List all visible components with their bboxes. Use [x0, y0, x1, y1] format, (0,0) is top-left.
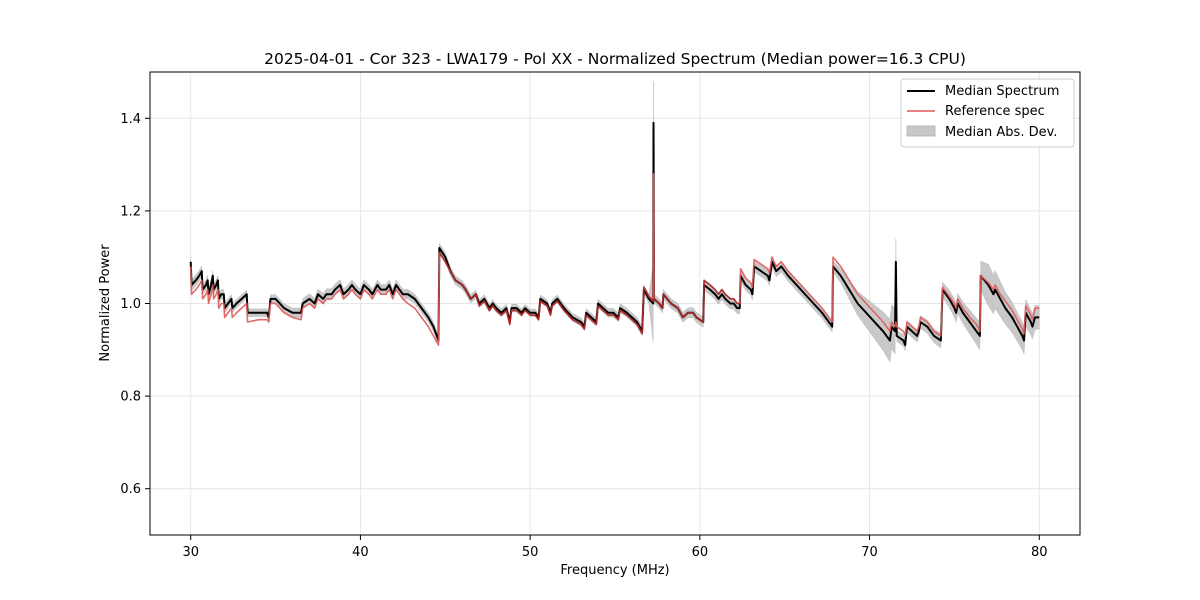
y-tick-label-3: 1.2 [120, 204, 141, 219]
y-tick-label-0: 0.6 [120, 482, 141, 497]
x-axis-ticks: 30 40 50 60 70 80 [182, 535, 1048, 560]
y-axis-label: Normalized Power [98, 244, 113, 362]
x-axis-label: Frequency (MHz) [560, 563, 669, 578]
legend-median-label: Median Spectrum [945, 84, 1059, 99]
x-tick-label-0: 30 [182, 545, 199, 560]
plot-series [189, 81, 1040, 363]
y-tick-label-2: 1.0 [120, 297, 141, 312]
y-tick-label-1: 0.8 [120, 390, 141, 405]
reference-spec-line [189, 173, 1040, 346]
y-tick-label-4: 1.4 [120, 112, 141, 127]
legend-reference-label: Reference spec [945, 104, 1045, 119]
x-tick-label-1: 40 [352, 545, 369, 560]
legend-mad-label: Median Abs. Dev. [945, 125, 1057, 140]
x-tick-label-3: 60 [692, 545, 709, 560]
legend: Median Spectrum Reference spec Median Ab… [900, 78, 1075, 148]
x-tick-label-2: 50 [522, 545, 539, 560]
x-tick-label-4: 70 [861, 545, 878, 560]
legend-box [900, 78, 1075, 148]
legend-mad-swatch [906, 125, 936, 137]
overlap-line [438, 252, 740, 335]
y-axis-ticks: 0.6 0.8 1.0 1.2 1.4 [120, 112, 150, 497]
chart-title: 2025-04-01 - Cor 323 - LWA179 - Pol XX -… [264, 50, 966, 68]
x-tick-label-5: 80 [1031, 545, 1048, 560]
